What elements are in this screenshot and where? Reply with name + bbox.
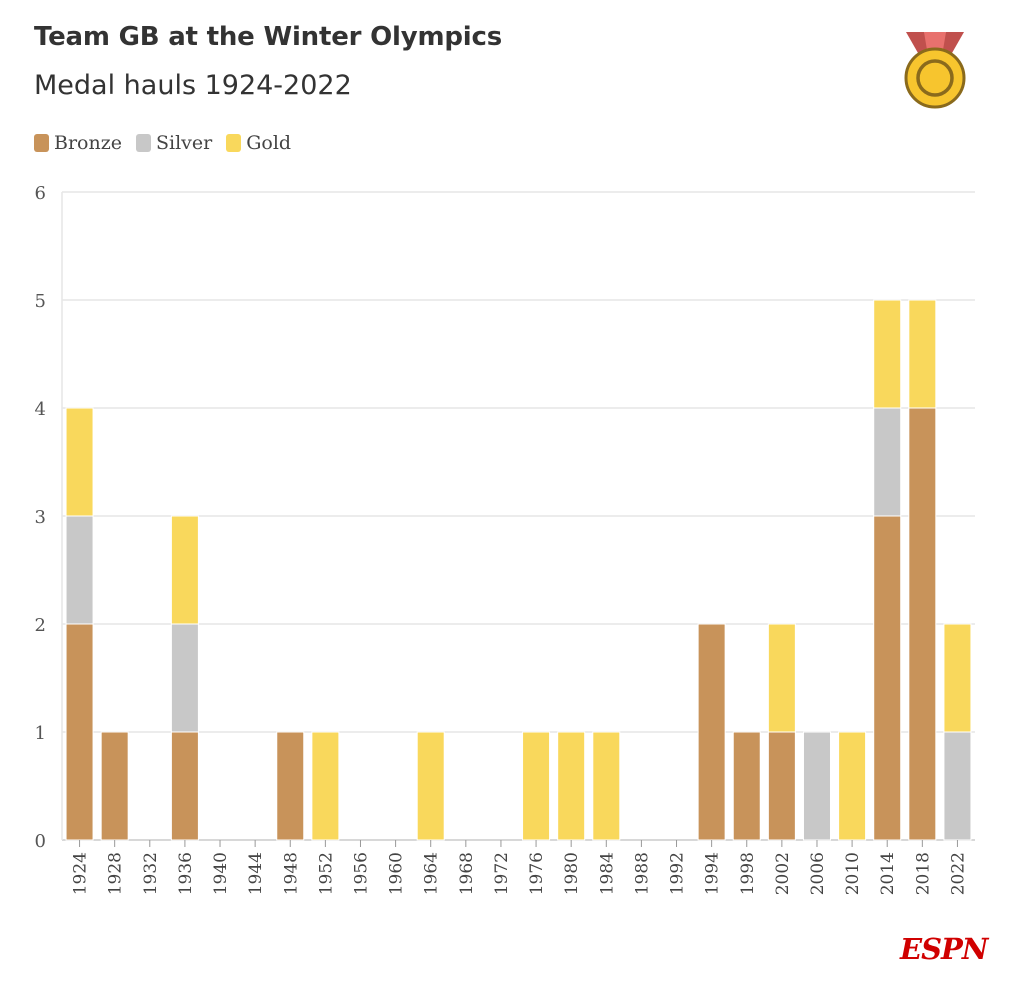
x-tick-label: 1980 — [562, 852, 582, 895]
bar-gold-2010 — [838, 731, 867, 841]
bar-gold-2014 — [873, 299, 902, 409]
chart-title: Team GB at the Winter Olympics — [34, 22, 502, 52]
y-tick-label: 2 — [35, 615, 46, 636]
y-axis-ticks: 0 1 2 3 4 5 6 — [35, 183, 46, 852]
x-tick-label: 1998 — [738, 852, 758, 895]
x-axis-ticks: 1924 1928 1932 1936 1940 1944 1948 1952 1956 1960… — [71, 840, 968, 895]
x-tick-label: 1964 — [422, 852, 442, 895]
y-tick-label: 6 — [35, 183, 46, 204]
x-tick-label: 1972 — [492, 852, 512, 895]
bar-silver-1936 — [170, 623, 199, 733]
x-tick-label: 2014 — [878, 852, 898, 895]
bar-gold-1976 — [522, 731, 551, 841]
legend-item-silver: Silver — [135, 132, 213, 154]
x-tick-label: 1928 — [106, 852, 126, 895]
legend-label-gold: Gold — [246, 132, 292, 154]
x-tick-label: 1976 — [527, 852, 547, 895]
gold-medal-icon — [904, 32, 966, 109]
legend-swatch-bronze — [34, 134, 49, 152]
bar-bronze-1936 — [170, 731, 199, 841]
x-tick-label: 1960 — [387, 852, 407, 895]
espn-logo-text: ESPN — [899, 936, 990, 962]
espn-logo: ESPN — [899, 936, 990, 962]
bar-gold-1980 — [557, 731, 586, 841]
legend: Bronze Silver Gold — [34, 132, 305, 154]
bar-silver-2014 — [873, 407, 902, 517]
bar-bronze-2018 — [908, 407, 937, 841]
bars — [65, 299, 972, 841]
y-tick-label: 4 — [35, 399, 46, 420]
x-tick-label: 2006 — [808, 852, 828, 895]
x-tick-label: 1948 — [281, 852, 301, 895]
bar-bronze-2014 — [873, 515, 902, 841]
x-tick-label: 1956 — [351, 852, 371, 895]
bar-gold-1964 — [416, 731, 445, 841]
y-tick-label: 5 — [35, 291, 46, 312]
bar-silver-2006 — [802, 731, 831, 841]
x-tick-label: 2002 — [773, 852, 793, 895]
bar-bronze-1924 — [65, 623, 94, 841]
bar-silver-2022 — [943, 731, 972, 841]
bar-gold-2018 — [908, 299, 937, 409]
x-tick-label: 1940 — [211, 852, 231, 895]
x-tick-label: 2018 — [913, 852, 933, 895]
y-tick-label: 1 — [35, 723, 46, 744]
bar-gold-1936 — [170, 515, 199, 625]
bar-silver-1924 — [65, 515, 94, 625]
x-tick-label: 1924 — [71, 852, 91, 895]
legend-item-bronze: Bronze — [34, 132, 122, 154]
x-tick-label: 1992 — [668, 852, 688, 895]
x-tick-label: 2022 — [948, 852, 968, 895]
bar-bronze-1948 — [276, 731, 305, 841]
bar-bronze-1928 — [100, 731, 129, 841]
x-tick-label: 1984 — [597, 852, 617, 895]
bar-gold-2022 — [943, 623, 972, 733]
bar-gold-1952 — [311, 731, 340, 841]
x-tick-label: 2010 — [843, 852, 863, 895]
x-tick-label: 1944 — [246, 852, 266, 895]
legend-item-gold: Gold — [226, 132, 291, 154]
y-tick-label: 3 — [35, 507, 46, 528]
chart-subtitle: Medal hauls 1924-2022 — [34, 70, 352, 101]
legend-label-silver: Silver — [155, 132, 213, 154]
bar-gold-2002 — [767, 623, 796, 733]
legend-swatch-gold — [226, 134, 242, 152]
bar-bronze-1994 — [697, 623, 726, 841]
x-tick-label: 1988 — [632, 852, 652, 895]
bar-bronze-1998 — [732, 731, 761, 841]
y-tick-label: 0 — [35, 831, 46, 852]
x-tick-label: 1952 — [316, 852, 336, 895]
legend-label-bronze: Bronze — [54, 132, 122, 154]
bar-gold-1924 — [65, 407, 94, 517]
x-tick-label: 1968 — [457, 852, 477, 895]
bar-gold-1984 — [592, 731, 621, 841]
x-tick-label: 1994 — [703, 852, 723, 895]
legend-swatch-silver — [135, 134, 151, 152]
x-tick-label: 1936 — [176, 852, 196, 895]
grid-lines — [61, 191, 975, 841]
bar-bronze-2002 — [767, 731, 796, 841]
x-tick-label: 1932 — [141, 852, 161, 895]
